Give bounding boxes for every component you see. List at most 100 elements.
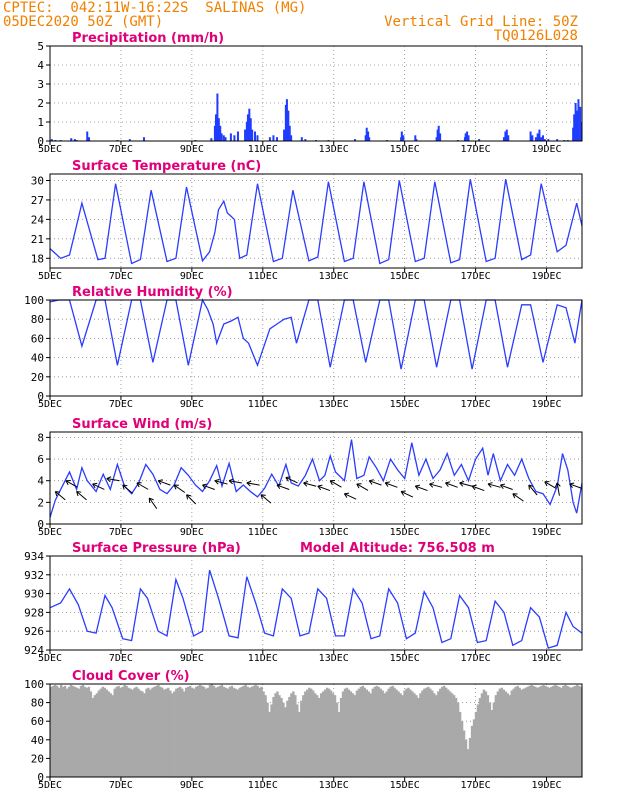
cloud-bar bbox=[464, 739, 468, 777]
cloud-bar bbox=[171, 693, 174, 777]
y-tick-label: 934 bbox=[24, 550, 44, 563]
cloud-bar bbox=[494, 695, 498, 777]
y-tick-label: 80 bbox=[31, 313, 44, 326]
x-tick-label: 17DEC bbox=[461, 780, 491, 791]
cloud-bar bbox=[71, 685, 75, 777]
cloud-bar bbox=[83, 686, 87, 777]
cloud-bar bbox=[419, 693, 422, 777]
series-line bbox=[49, 439, 583, 518]
cloud-bar bbox=[115, 686, 118, 777]
cloud-bar bbox=[468, 737, 472, 777]
wind-arrow bbox=[356, 483, 369, 491]
cloud-bar bbox=[206, 687, 210, 777]
cloud-bar bbox=[439, 688, 442, 777]
precip-bar bbox=[287, 110, 290, 141]
x-tick-label: 13DEC bbox=[319, 527, 349, 538]
cloud-bar bbox=[570, 687, 573, 777]
cloud-bar bbox=[417, 697, 420, 777]
cloud-bar bbox=[50, 686, 53, 777]
cloud-bar bbox=[75, 687, 79, 777]
wind-arrow bbox=[500, 483, 513, 490]
y-tick-label: 2 bbox=[37, 97, 44, 110]
wind-arrow bbox=[544, 481, 557, 489]
wind-arrow bbox=[246, 480, 260, 487]
cloud-bar bbox=[472, 719, 476, 777]
cloud-bar bbox=[117, 685, 120, 777]
cloud-bar bbox=[111, 695, 114, 777]
precip-bar bbox=[577, 99, 580, 141]
panel-6: 0 20 40 60 80 100 5DEC 7DEC 9DEC 11DEC 13DEC 15DEC 1… bbox=[24, 669, 583, 791]
cloud-bar bbox=[177, 687, 180, 777]
cloud-bar bbox=[244, 684, 247, 777]
cloud-bar bbox=[300, 700, 303, 777]
cloud-bar bbox=[377, 686, 380, 777]
cloud-bar bbox=[425, 687, 428, 777]
x-tick-label: 15DEC bbox=[390, 653, 420, 664]
cloud-bar bbox=[488, 702, 492, 777]
cloud-bar bbox=[552, 685, 555, 777]
wind-arrow bbox=[429, 482, 443, 488]
cloud-bar bbox=[560, 687, 563, 777]
cloud-bar bbox=[184, 687, 188, 777]
cloud-bar bbox=[137, 688, 140, 777]
precip-bar bbox=[466, 131, 469, 141]
precip-bar bbox=[547, 139, 550, 141]
cloud-bar bbox=[512, 688, 515, 777]
cloud-bar bbox=[558, 686, 561, 777]
cloud-bar bbox=[282, 702, 285, 777]
cloud-bar bbox=[496, 691, 500, 777]
x-tick-label: 19DEC bbox=[531, 527, 561, 538]
x-tick-label: 13DEC bbox=[319, 780, 349, 791]
cloud-bar bbox=[562, 685, 565, 777]
panel-frame bbox=[49, 431, 583, 525]
cloud-bar bbox=[268, 711, 271, 777]
x-tick-label: 7DEC bbox=[109, 780, 133, 791]
cloud-bar bbox=[109, 693, 112, 777]
wind-arrow bbox=[343, 492, 357, 500]
cloud-bar bbox=[534, 686, 537, 777]
x-tick-label: 13DEC bbox=[319, 399, 349, 410]
cloud-bar bbox=[510, 690, 513, 777]
cloud-bar bbox=[363, 687, 367, 777]
precip-bar bbox=[222, 135, 225, 141]
cloud-bar bbox=[441, 686, 444, 777]
cloud-bar bbox=[375, 685, 378, 777]
series-line bbox=[49, 569, 583, 649]
cloud-bar bbox=[429, 688, 432, 777]
precip-bar bbox=[70, 138, 73, 141]
wind-arrow bbox=[384, 481, 398, 488]
cloud-bar bbox=[327, 688, 331, 777]
cloud-bar bbox=[286, 700, 289, 777]
cloud-bar bbox=[196, 685, 200, 777]
cloud-bar bbox=[210, 684, 214, 777]
cloud-bar bbox=[353, 695, 357, 777]
x-tick-label: 15DEC bbox=[390, 271, 420, 282]
cloud-bar bbox=[333, 695, 337, 777]
y-tick-label: 3 bbox=[37, 78, 44, 91]
cloud-bar bbox=[445, 687, 448, 777]
cloud-bar bbox=[456, 702, 460, 777]
panel-1: 0 1 2 3 4 5 5DEC 7DEC 9DEC 11DEC 13DEC 15DEC 17DEC 19… bbox=[37, 31, 583, 155]
cloud-bar bbox=[306, 689, 309, 777]
cloud-bar bbox=[77, 688, 81, 777]
cloud-bar bbox=[508, 695, 511, 777]
cloud-bar bbox=[242, 685, 245, 777]
cloud-bar bbox=[522, 688, 525, 777]
cloud-bar bbox=[331, 693, 335, 777]
cloud-bar bbox=[310, 688, 313, 777]
cloud-bar bbox=[302, 695, 305, 777]
cloud-bar bbox=[341, 691, 345, 777]
precip-bar bbox=[213, 125, 216, 141]
cloud-bar bbox=[359, 686, 363, 777]
cloud-bar bbox=[462, 730, 466, 777]
precip-bar bbox=[304, 139, 307, 141]
cloud-bar bbox=[572, 686, 575, 777]
panel-4: 0 2 4 6 8 5DEC 7DEC 9DEC 11DEC 13DEC 15DEC 17DEC 19D… bbox=[37, 417, 583, 538]
cloud-bar bbox=[288, 697, 291, 777]
cloud-bar bbox=[262, 691, 265, 777]
cloud-bar bbox=[401, 695, 404, 777]
precip-bar bbox=[219, 125, 222, 141]
cloud-bar bbox=[339, 697, 343, 777]
cloud-bar bbox=[316, 695, 319, 777]
cloud-bar bbox=[518, 687, 521, 777]
